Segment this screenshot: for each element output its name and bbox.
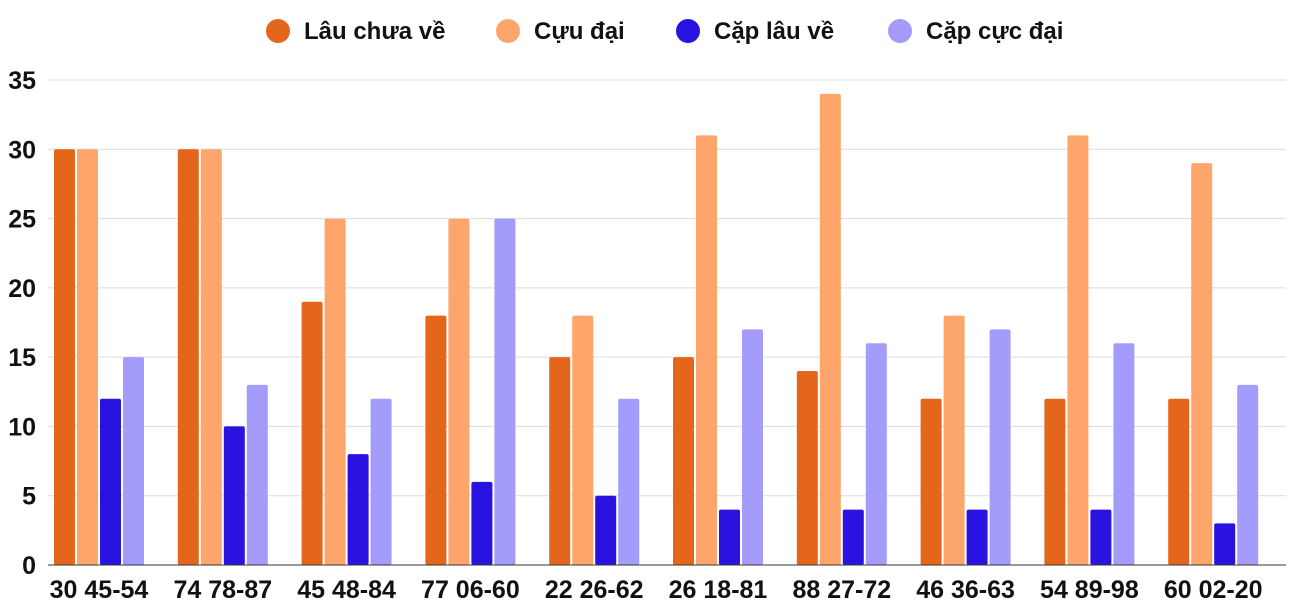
- bar: [920, 398, 942, 565]
- legend-marker: [266, 19, 290, 43]
- bar: [223, 426, 245, 565]
- bar: [1044, 398, 1066, 565]
- bar: [618, 398, 640, 565]
- legend-label: Cặp cực đại: [926, 18, 1063, 45]
- bar: [54, 149, 75, 566]
- bar: [471, 481, 493, 565]
- bar: [595, 495, 617, 565]
- bars: [54, 93, 1259, 566]
- bar: [77, 149, 98, 566]
- y-tick-label: 10: [8, 413, 36, 441]
- bar: [246, 384, 268, 565]
- y-tick-label: 20: [8, 275, 36, 303]
- bar: [100, 398, 121, 565]
- bar: [842, 509, 864, 565]
- y-tick-label: 15: [8, 344, 36, 372]
- y-axis: 0 5 10 15 20 25 30 35: [8, 67, 36, 580]
- bar: [177, 149, 199, 566]
- legend-label: Cựu đại: [534, 18, 625, 45]
- legend-item: Cựu đại: [496, 18, 625, 45]
- bar-group: [177, 149, 268, 566]
- legend-item: Cặp cực đại: [888, 18, 1063, 45]
- x-tick-label: 54 89-98: [1040, 576, 1139, 600]
- bar: [796, 371, 818, 565]
- bar: [549, 357, 571, 565]
- bar-group: [54, 149, 144, 566]
- bar: [865, 343, 887, 565]
- x-tick-label: 46 36-63: [916, 576, 1015, 600]
- bar: [324, 218, 346, 566]
- legend-marker: [496, 19, 520, 43]
- bar: [966, 509, 988, 565]
- y-tick-label: 0: [22, 552, 36, 580]
- bar: [742, 329, 763, 565]
- bar-group: [796, 93, 887, 565]
- x-tick-label: 60 02-20: [1164, 576, 1263, 600]
- x-axis: 30 45-54 74 78-87 45 48-84 77 06-60 22 26-62…: [48, 564, 1286, 600]
- bar-group: [673, 135, 763, 565]
- bar: [989, 329, 1011, 565]
- x-tick-label: 45 48-84: [297, 576, 396, 600]
- x-tick-label: 26 18-81: [669, 576, 768, 600]
- y-tick-label: 30: [8, 136, 36, 164]
- bar: [696, 135, 717, 565]
- bar-group: [301, 218, 392, 566]
- bar: [943, 315, 965, 565]
- legend-marker: [888, 19, 912, 43]
- bar: [448, 218, 470, 566]
- bar: [819, 93, 841, 565]
- x-tick-label: 30 45-54: [50, 576, 149, 600]
- bar: [572, 315, 594, 565]
- y-tick-label: 5: [22, 483, 36, 511]
- bar-group: [425, 218, 516, 566]
- bar: [1214, 523, 1236, 565]
- legend-label: Lâu chưa về: [304, 18, 445, 45]
- x-tick-label: 77 06-60: [421, 576, 520, 600]
- x-tick-label: 74 78-87: [173, 576, 272, 600]
- y-tick-label: 35: [8, 67, 36, 95]
- legend-label: Cặp lâu về: [714, 18, 834, 45]
- bar: [425, 315, 447, 565]
- bar: [1113, 343, 1135, 565]
- bar: [1191, 163, 1213, 565]
- bar: [347, 454, 369, 565]
- bar: [301, 301, 323, 565]
- bar-group: [1044, 135, 1135, 565]
- y-tick-label: 25: [8, 206, 36, 234]
- bar: [494, 218, 516, 566]
- bar-group: [1168, 163, 1259, 565]
- bar: [1067, 135, 1089, 565]
- legend-marker: [676, 19, 700, 43]
- bar-group: [920, 315, 1011, 565]
- bar: [673, 357, 694, 565]
- legend: Lâu chưa về Cựu đại Cặp lâu về Cặp cực đại: [266, 18, 1063, 45]
- bar: [370, 398, 392, 565]
- bar: [1168, 398, 1190, 565]
- x-tick-label: 88 27-72: [792, 576, 891, 600]
- legend-item: Lâu chưa về: [266, 18, 445, 45]
- bar: [1237, 384, 1259, 565]
- x-tick-label: 22 26-62: [545, 576, 644, 600]
- legend-item: Cặp lâu về: [676, 18, 834, 45]
- bar: [1090, 509, 1112, 565]
- bar: [719, 509, 740, 565]
- bar: [123, 357, 144, 565]
- bar-group: [549, 315, 640, 565]
- bar: [200, 149, 222, 566]
